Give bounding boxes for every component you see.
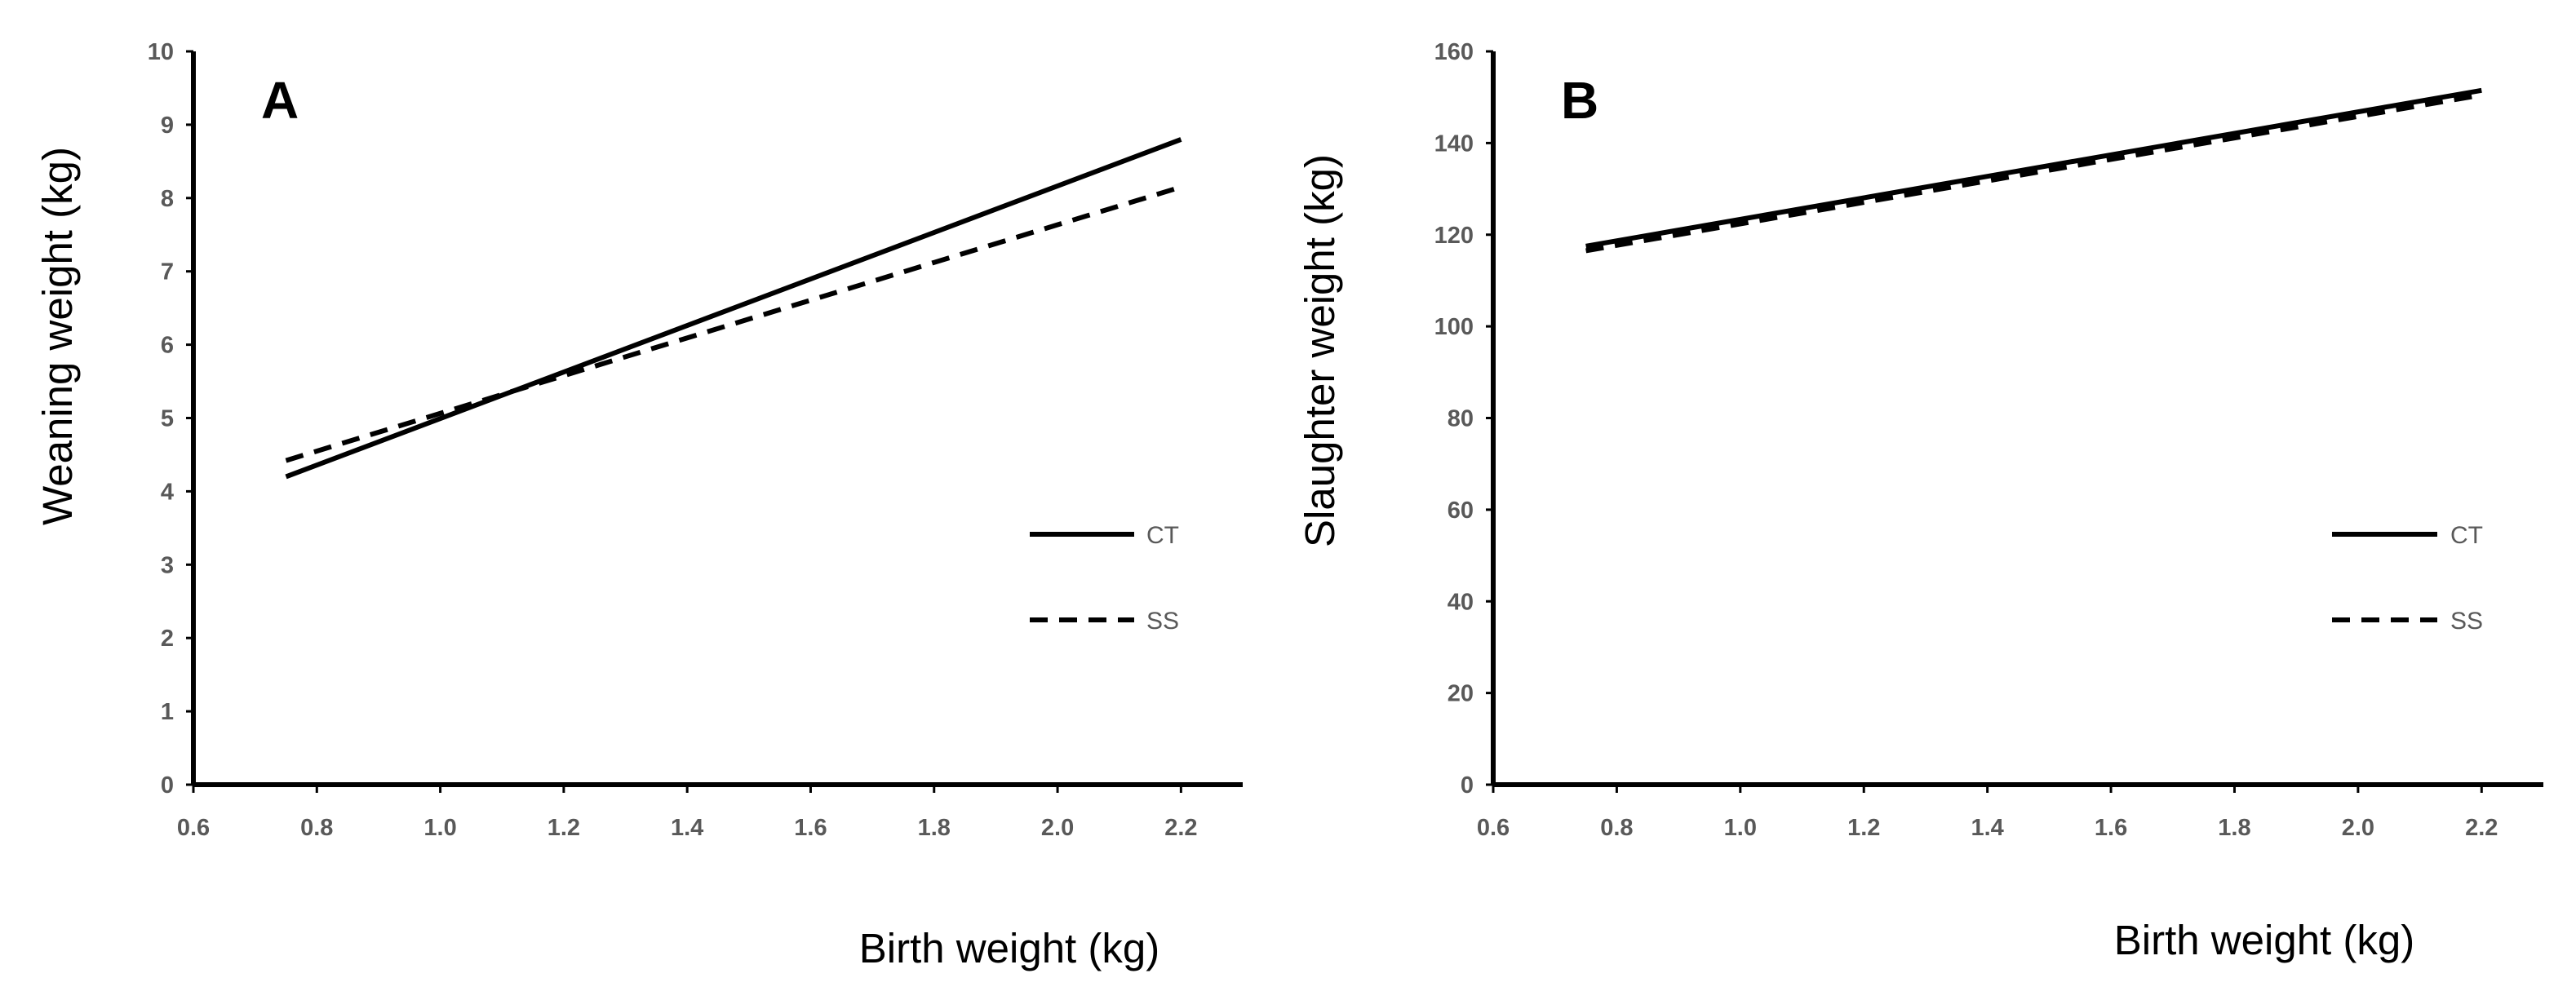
x-tick-label-b: 0.6 [1477,815,1510,841]
y-tick-label-a: 9 [161,113,174,139]
legend-b: CT SS [2332,522,2483,635]
x-tick-label-a: 1.2 [548,815,580,841]
x-tick-label-a: 0.6 [177,815,210,841]
y-tick-label-a: 5 [161,406,174,432]
x-axis-title-b: Birth weight (kg) [2114,917,2414,963]
series-line-a-ss [285,184,1182,463]
chart-panel-b: B Slaughter weight (kg) Birth weight (kg… [1297,39,2543,963]
y-tick-label-b: 60 [1448,498,1474,524]
legend-label-b-ct: CT [2450,522,2483,549]
x-tick-label-a: 2.2 [1164,815,1197,841]
y-axis-title-a: Weaning weight (kg) [34,147,81,525]
x-tick-label-b: 1.8 [2218,815,2250,841]
legend-a: CT SS [1030,522,1179,635]
series-line-b-ct [1585,87,2482,249]
series-line-a-ct [285,137,1182,480]
x-tick-label-a: 1.6 [794,815,827,841]
panel-a-y-axis-title: Weaning weight (kg) [34,147,81,525]
y-tick-label-b: 100 [1434,314,1474,340]
y-tick-label-b: 40 [1448,589,1474,615]
y-tick-label-a: 4 [161,479,174,505]
y-tick-label-a: 3 [161,552,174,578]
x-tick-label-a: 1.8 [918,815,951,841]
y-tick-label-b: 160 [1434,39,1474,65]
x-tick-label-a: 2.0 [1041,815,1074,841]
x-axis-title-a: Birth weight (kg) [859,925,1159,971]
legend-label-a-ct: CT [1146,522,1179,549]
x-tick-label-b: 1.6 [2095,815,2127,841]
y-tick-label-a: 7 [161,259,174,285]
y-tick-label-a: 6 [161,333,174,359]
x-tick-label-b: 1.4 [1971,815,2003,841]
y-tick-label-b: 140 [1434,131,1474,157]
x-tick-label-b: 1.2 [1847,815,1880,841]
x-tick-label-a: 1.0 [423,815,456,841]
y-tick-label-b: 120 [1434,223,1474,249]
x-tick-label-a: 0.8 [300,815,333,841]
series-line-b-ss [1585,92,2482,254]
legend-label-b-ss: SS [2450,608,2483,635]
y-tick-label-b: 80 [1448,406,1474,432]
plot-area-b: 0 20 40 60 80 100 120 140 160 0.6 0.8 1.0 1.2 1.4 1.6 1… [1434,39,2543,841]
y-tick-label-a: 2 [161,626,174,652]
y-tick-label-a: 10 [148,39,174,65]
chart-panel-a: A Weaning weight (kg) Birth weight (kg) … [34,39,1243,971]
panel-b-y-axis-title: Slaughter weight (kg) [1297,154,1343,547]
y-tick-label-a: 1 [161,699,174,725]
y-tick-label-b: 0 [1461,772,1474,799]
y-axis-title-b: Slaughter weight (kg) [1297,154,1343,547]
x-tick-label-b: 2.2 [2465,815,2498,841]
y-tick-label-a: 8 [161,186,174,212]
y-tick-label-b: 20 [1448,681,1474,707]
x-tick-label-b: 0.8 [1600,815,1633,841]
plot-area-a: 0 1 2 3 4 5 6 7 8 9 10 0.6 0.8 1.0 1.2 1.4 1.6 1.8 2.0 2.2 [148,39,1243,841]
x-tick-label-b: 2.0 [2342,815,2374,841]
x-tick-label-b: 1.0 [1724,815,1757,841]
y-tick-label-a: 0 [161,772,174,799]
panel-label-b: B [1561,71,1598,130]
legend-label-a-ss: SS [1146,608,1179,635]
x-tick-label-a: 1.4 [671,815,703,841]
panel-label-a: A [261,71,299,130]
